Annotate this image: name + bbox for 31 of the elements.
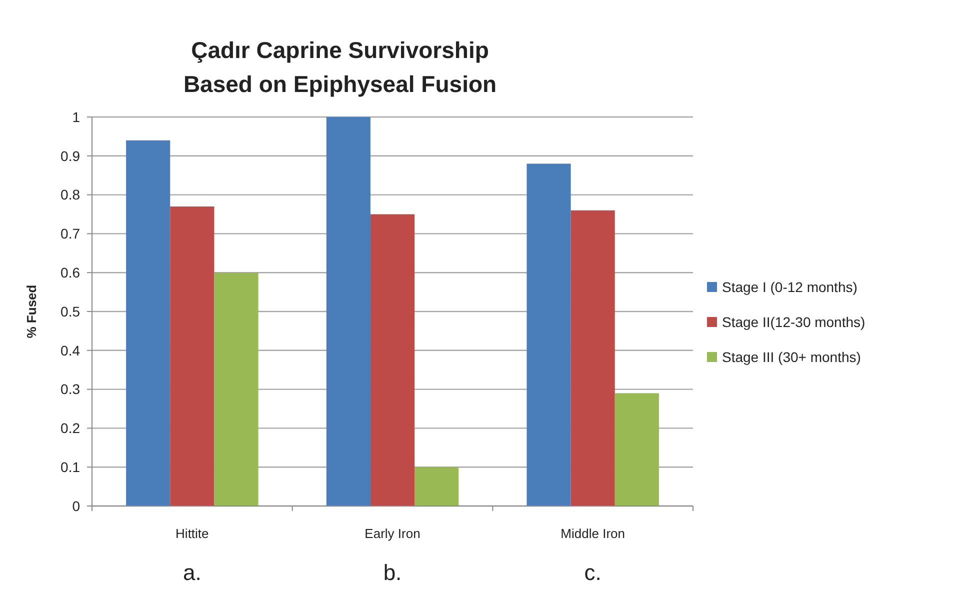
legend-label: Stage I (0-12 months): [722, 278, 858, 295]
text: c.: [584, 560, 602, 585]
bar: [526, 164, 571, 506]
text: b.: [383, 560, 402, 585]
bar: [414, 467, 459, 506]
x-tick-label: Hittite: [176, 526, 209, 541]
y-tick-label: 0.6: [60, 264, 80, 280]
bar: [126, 140, 170, 506]
bar: [570, 210, 615, 506]
bar: [370, 214, 415, 506]
bar: [614, 393, 659, 506]
x-tick-label: Middle Iron: [560, 526, 625, 541]
text: a.: [182, 560, 202, 585]
y-tick-label: 0.3: [60, 381, 80, 398]
y-tick-label: 0.7: [60, 226, 80, 242]
bar: [170, 206, 214, 506]
y-tick-label: 0.8: [60, 186, 80, 203]
y-tick-label: 0: [72, 498, 80, 514]
y-tick-label: 0.1: [60, 459, 80, 475]
bar: [326, 117, 370, 506]
y-tick-label: 0.5: [60, 303, 80, 320]
x-tick-label: Early Iron: [364, 526, 420, 541]
bar: [214, 272, 258, 506]
legend-label: Stage III (30+ months): [722, 348, 861, 365]
y-tick-label: 0.2: [60, 420, 80, 436]
legend-label: Stage II(12-30 months): [722, 314, 866, 330]
y-tick-label: 0.9: [60, 148, 80, 164]
y-tick-label: 1: [72, 108, 80, 125]
y-tick-label: 0.4: [60, 342, 80, 358]
y-axis-title: % Fused: [24, 284, 39, 338]
chart-title: Çadır Caprine Survivorship Based on Epiphyseal Fusion: [183, 37, 497, 97]
